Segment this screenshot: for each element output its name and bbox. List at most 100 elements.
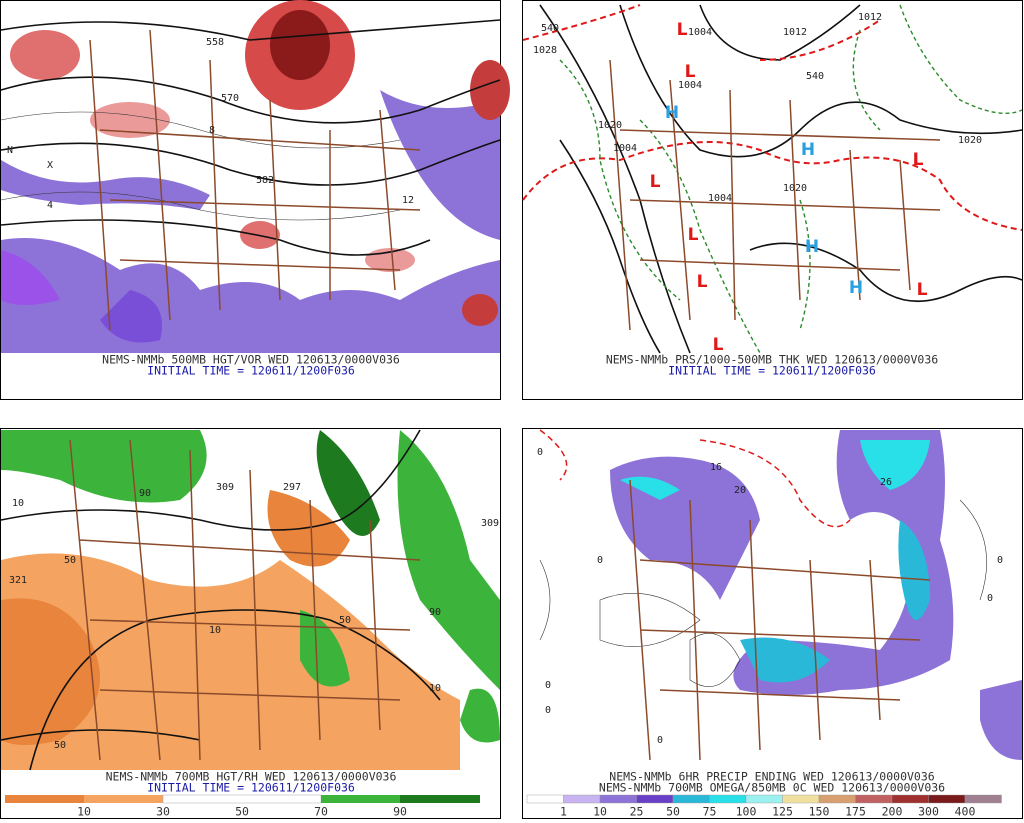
contour-label: 0 [997,555,1003,566]
contour-label: 582 [256,175,274,186]
pressure-center: L [650,172,661,192]
contour-label: 1020 [783,183,807,194]
pressure-center: L [713,335,724,355]
colorbar-label: 75 [703,805,717,819]
contour-label: 540 [806,71,824,82]
contour-label: 90 [139,488,151,499]
panel-caption: NEMS-NMMb PRS/1000-500MB THK WED 120613/… [606,353,938,367]
pressure-center: H [801,140,815,160]
colorbar-label: 10 [77,805,91,819]
colorbar-swatch [672,794,710,804]
colorbar-label: 25 [630,805,644,819]
contour-label: 540 [541,23,559,34]
colorbar-swatch [526,794,564,804]
colorbar-label: 200 [882,805,903,819]
map-700mb-rh [0,429,500,771]
initial-time: INITIAL TIME = 120611/1200F036 [147,781,355,795]
contour-label: 50 [54,740,66,751]
contour-label: 309 [216,482,234,493]
contour-label: 26 [880,477,892,488]
colorbar-swatch [928,794,966,804]
colorbar-label: 100 [736,805,757,819]
contour-label: 1004 [613,143,637,154]
colorbar-label: 400 [955,805,976,819]
contour-label: 1028 [533,45,557,56]
contour-label: 10 [209,625,221,636]
map-pressure-thickness [522,4,1023,354]
colorbar-label: 1 [560,805,567,819]
pressure-center: L [913,150,924,170]
colorbar-label: 70 [314,805,328,819]
panel-caption: NEMS-NMMb 700MB OMEGA/850MB 0C WED 12061… [599,781,945,795]
colorbar-label: 10 [593,805,607,819]
colorbar-swatch [563,794,601,804]
contour-label: 10 [429,683,441,694]
contour-label: 1004 [688,27,712,38]
rh-colorbar: 10 30 50 70 90 [5,794,480,819]
panel-caption: NEMS-NMMb 500MB HGT/VOR WED 120613/0000V… [102,353,400,367]
contour-label: 0 [657,735,663,746]
contour-label: 1012 [858,12,882,23]
colorbar-swatch [891,794,929,804]
contour-label: 558 [206,37,224,48]
contour-label: 297 [283,482,301,493]
pressure-center: L [688,225,699,245]
colorbar-label: 125 [772,805,793,819]
contour-label: 1004 [678,80,702,91]
colorbar-label: 50 [666,805,680,819]
map-precip-omega [539,429,1022,761]
contour-label: 1012 [783,27,807,38]
pressure-center: L [917,280,928,300]
colorbar-label: 30 [156,805,170,819]
contour-label: 8 [209,125,215,136]
colorbar-swatch [599,794,637,804]
pressure-center: H [849,278,863,298]
pressure-center: H [665,103,679,123]
contour-label: 20 [734,485,746,496]
contour-label: 50 [64,555,76,566]
contour-label: 90 [429,607,441,618]
contour-label: 10 [12,498,24,509]
contour-label: 0 [545,705,551,716]
contour-label: X [47,160,53,171]
colorbar-label: 175 [845,805,866,819]
panel-caption: NEMS-NMMb 6HR PRECIP ENDING WED 120613/0… [609,770,934,784]
colorbar-swatch [964,794,1002,804]
colorbar-swatch [855,794,893,804]
colorbar-swatch [745,794,783,804]
contour-label: 0 [987,593,993,604]
contour-label: 1004 [708,193,732,204]
contour-label: 16 [710,462,722,473]
colorbar-swatch [709,794,747,804]
contour-label: 50 [339,615,351,626]
contour-label: 570 [221,93,239,104]
contour-label: 0 [537,447,543,458]
contour-label: N [7,145,13,156]
map-500mb [0,0,510,353]
colorbar-swatch [636,794,674,804]
initial-time: INITIAL TIME = 120611/1200F036 [147,364,355,378]
contour-label: 309 [481,518,499,529]
pressure-center: L [685,62,696,82]
contour-label: 12 [402,195,414,206]
colorbar-label: 90 [393,805,407,819]
colorbar-swatch [782,794,820,804]
contour-label: 1020 [598,120,622,131]
contour-label: 0 [597,555,603,566]
colorbar-swatch [818,794,856,804]
pressure-center: H [805,237,819,257]
contour-label: 0 [545,680,551,691]
colorbar-label: 300 [918,805,939,819]
contour-label: 321 [9,575,27,586]
colorbar-label: 150 [809,805,830,819]
initial-time: INITIAL TIME = 120611/1200F036 [668,364,876,378]
precip-colorbar: 1 10 25 50 75 100 125 150 175 200 300 400 [526,794,1002,819]
pressure-center: L [697,272,708,292]
contour-label: 1020 [958,135,982,146]
colorbar-label: 50 [235,805,249,819]
pressure-center: L [677,20,688,40]
panel-caption: NEMS-NMMb 700MB HGT/RH WED 120613/0000V0… [106,770,397,784]
contour-label: 4 [47,200,53,211]
